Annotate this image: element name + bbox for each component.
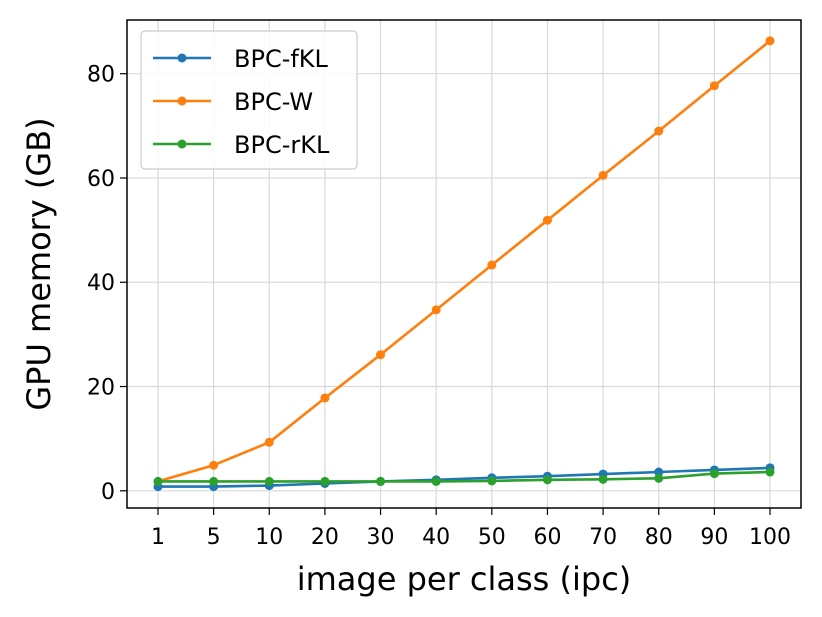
x-tick-label: 30	[367, 525, 395, 550]
data-point-bpc-rkl	[709, 469, 719, 479]
legend-label-bpc-fkl: BPC-fKL	[234, 45, 329, 73]
x-tick-label: 100	[749, 525, 791, 550]
data-point-bpc-w	[264, 437, 274, 447]
data-point-bpc-rkl	[654, 473, 664, 483]
plot-frame	[126, 19, 802, 509]
x-tick-label: 60	[533, 525, 561, 550]
data-point-bpc-w	[376, 350, 386, 360]
x-tick-label: 90	[700, 525, 728, 550]
data-point-bpc-rkl	[598, 474, 608, 484]
y-tick-label: 20	[87, 376, 115, 401]
y-axis-label: GPU memory (GB)	[20, 117, 58, 410]
data-point-bpc-rkl	[209, 476, 219, 486]
y-tick-label: 40	[87, 271, 115, 296]
x-tick-label: 80	[645, 525, 673, 550]
data-point-bpc-w	[765, 36, 775, 46]
series-layer	[153, 36, 775, 492]
data-point-bpc-rkl	[264, 476, 274, 486]
legend-marker-bpc-w	[177, 96, 187, 106]
legend-marker-bpc-fkl	[177, 53, 187, 63]
data-point-bpc-rkl	[153, 476, 163, 486]
data-point-bpc-w	[709, 81, 719, 91]
data-point-bpc-w	[542, 215, 552, 225]
data-point-bpc-w	[431, 305, 441, 315]
y-tick-label: 0	[101, 480, 115, 505]
data-point-bpc-w	[209, 460, 219, 470]
grid	[127, 20, 801, 508]
series-line-bpc-fkl	[158, 466, 771, 488]
x-tick-label: 1	[151, 525, 165, 550]
data-point-bpc-rkl	[376, 476, 386, 486]
series-line-bpc-w	[157, 39, 771, 483]
legend: BPC-fKL BPC-W BPC-rKL	[140, 30, 358, 170]
data-point-bpc-rkl	[487, 476, 497, 486]
data-point-bpc-w	[654, 126, 664, 136]
x-tick-label: 70	[589, 525, 617, 550]
x-tick-label: 5	[207, 525, 221, 550]
ticks: 1 5 10 20 30 40 50 60 70 80 90 100 0 20 40 60 80	[87, 63, 791, 550]
data-point-bpc-w	[320, 393, 330, 403]
y-tick-label: 80	[87, 63, 115, 88]
x-tick-label: 20	[311, 525, 339, 550]
data-point-bpc-rkl	[765, 467, 775, 477]
x-axis-label: image per class (ipc)	[297, 560, 632, 598]
data-point-bpc-rkl	[542, 475, 552, 485]
data-point-bpc-rkl	[320, 476, 330, 486]
legend-label-bpc-rkl: BPC-rKL	[234, 131, 330, 159]
y-tick-label: 60	[87, 167, 115, 192]
x-tick-label: 10	[255, 525, 283, 550]
x-tick-label: 50	[478, 525, 506, 550]
legend-marker-bpc-rkl	[177, 139, 187, 149]
data-point-bpc-w	[487, 260, 497, 270]
data-point-bpc-w	[598, 170, 608, 180]
legend-box	[140, 30, 358, 170]
data-point-bpc-rkl	[431, 476, 441, 486]
legend-label-bpc-w: BPC-W	[234, 88, 313, 116]
x-tick-label: 40	[422, 525, 450, 550]
data-point-bpc-fkl	[654, 467, 664, 477]
series-line-bpc-rkl	[158, 470, 771, 483]
